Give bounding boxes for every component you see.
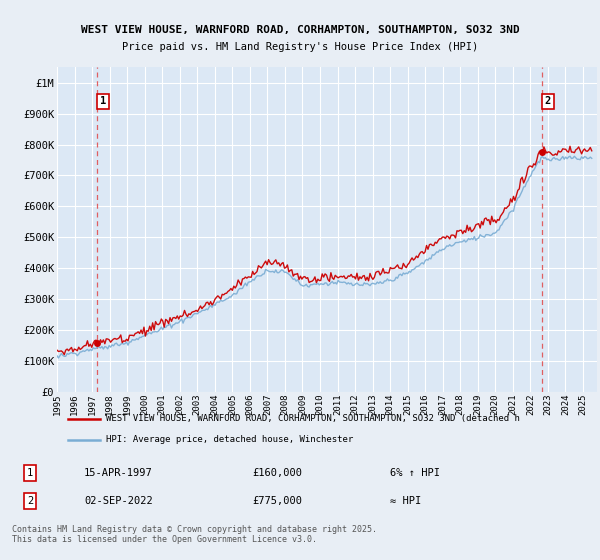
Text: 6% ↑ HPI: 6% ↑ HPI — [390, 468, 440, 478]
Text: 02-SEP-2022: 02-SEP-2022 — [84, 496, 153, 506]
Text: 2: 2 — [27, 496, 33, 506]
Text: £160,000: £160,000 — [252, 468, 302, 478]
Text: HPI: Average price, detached house, Winchester: HPI: Average price, detached house, Winc… — [106, 435, 353, 444]
Text: 15-APR-1997: 15-APR-1997 — [84, 468, 153, 478]
Text: WEST VIEW HOUSE, WARNFORD ROAD, CORHAMPTON, SOUTHAMPTON, SO32 3ND: WEST VIEW HOUSE, WARNFORD ROAD, CORHAMPT… — [80, 25, 520, 35]
Text: Price paid vs. HM Land Registry's House Price Index (HPI): Price paid vs. HM Land Registry's House … — [122, 42, 478, 52]
Text: WEST VIEW HOUSE, WARNFORD ROAD, CORHAMPTON, SOUTHAMPTON, SO32 3ND (detached h: WEST VIEW HOUSE, WARNFORD ROAD, CORHAMPT… — [106, 414, 520, 423]
Text: £775,000: £775,000 — [252, 496, 302, 506]
Text: 1: 1 — [27, 468, 33, 478]
Text: 1: 1 — [100, 96, 106, 106]
Text: ≈ HPI: ≈ HPI — [390, 496, 421, 506]
Text: 2: 2 — [545, 96, 551, 106]
Text: Contains HM Land Registry data © Crown copyright and database right 2025.
This d: Contains HM Land Registry data © Crown c… — [12, 525, 377, 544]
